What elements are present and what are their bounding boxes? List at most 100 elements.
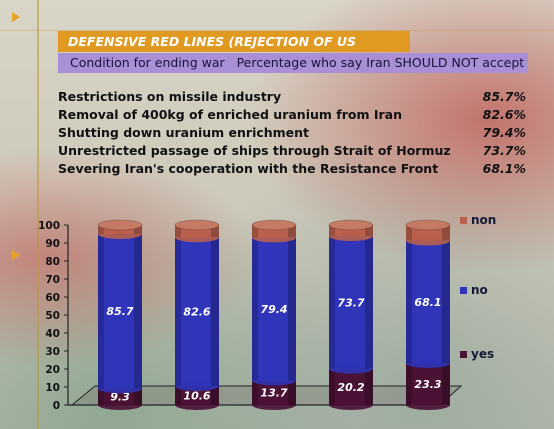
y-tick-label: 40 (45, 328, 60, 340)
bar-segment-base (98, 229, 142, 239)
bar-segment-base (406, 358, 450, 369)
bar-segment-base (406, 235, 450, 246)
bar-shade (406, 225, 412, 241)
condition-value: 85.7% (482, 89, 526, 104)
bar-top-cap (405, 219, 451, 231)
y-tick-label: 80 (45, 256, 60, 268)
bar-top-cap (328, 219, 374, 231)
bar-segment-base (98, 400, 142, 410)
legend-no: no (460, 283, 488, 297)
bar-shade (442, 240, 450, 364)
bar-shade (211, 385, 219, 405)
condition-value: 79.4% (482, 125, 526, 140)
y-tick-label: 30 (45, 346, 60, 358)
bar-shade (288, 380, 296, 405)
condition-value: 68.1% (482, 161, 526, 176)
condition-label: Unrestricted passage of ships through St… (58, 143, 451, 158)
condition-row: Severing Iran's cooperation with the Res… (58, 161, 538, 179)
bar-segment-base (252, 232, 296, 243)
bar-shade (406, 240, 412, 364)
bar-value-label: 79.4 (260, 303, 287, 316)
bar-shade (134, 234, 142, 389)
bar-shade (134, 225, 142, 234)
decorative-vertical-line (37, 0, 39, 429)
bar-shade (365, 235, 373, 369)
bar-shade (98, 234, 104, 389)
bar-shade (252, 380, 258, 405)
condition-row: Unrestricted passage of ships through St… (58, 143, 538, 161)
y-tick-label: 50 (45, 310, 60, 322)
bar-shade (288, 237, 296, 381)
y-tick-label: 60 (45, 292, 60, 304)
legend-swatch (460, 217, 467, 224)
legend-non: non (460, 213, 496, 227)
bar-shade (406, 363, 412, 405)
condition-row: Removal of 400kg of enriched uranium fro… (58, 107, 538, 125)
legend-yes: yes (460, 347, 494, 361)
bar-shade (329, 368, 335, 405)
bar-shade (442, 225, 450, 241)
bar-shade (252, 225, 258, 238)
condition-value: 82.6% (482, 107, 526, 122)
y-tick-label: 90 (45, 238, 60, 250)
bar-shade (329, 225, 335, 236)
bar-top-cap (97, 219, 143, 231)
bar-shade (365, 225, 373, 236)
bar-segment-base (175, 380, 219, 391)
bar-segment-yes (406, 363, 450, 405)
legend-label: non (471, 213, 497, 227)
bar-shade (98, 225, 104, 234)
bar-value-label: 9.3 (110, 391, 130, 404)
condition-value: 73.7% (482, 143, 526, 158)
condition-label: Restrictions on missile industry (58, 89, 282, 104)
bar-segment-base (329, 400, 373, 410)
legend-swatch (460, 351, 467, 358)
bar-shade (175, 225, 181, 238)
bar-shade (365, 368, 373, 405)
bar-segment-base (406, 400, 450, 410)
bar-shade (252, 237, 258, 381)
y-tick-label: 100 (38, 220, 60, 232)
condition-label: Severing Iran's cooperation with the Res… (58, 161, 439, 176)
bar-shade (134, 388, 142, 405)
bar-segment-base (175, 232, 219, 243)
bar-value-label: 10.6 (183, 389, 210, 402)
arrow-marker-icon (12, 12, 20, 22)
bar-shade (175, 385, 181, 405)
bar-segment-base (175, 400, 219, 410)
bar-top-cap (174, 219, 220, 231)
condition-label: Removal of 400kg of enriched uranium fro… (58, 107, 402, 122)
bar-shade (98, 388, 104, 405)
bar-segment-base (252, 375, 296, 386)
bar-shade (211, 225, 219, 238)
subtitle-condition: Condition for ending war (70, 55, 225, 70)
bar-segment-base (329, 363, 373, 374)
bar-value-label: 20.2 (337, 381, 364, 394)
bar-segment-base (98, 383, 142, 394)
bar-shade (175, 237, 181, 386)
bar-segment-no (406, 240, 450, 364)
bar-shade (329, 235, 335, 369)
bar-segment-no (98, 234, 142, 389)
bar-segment-yes (175, 385, 219, 405)
decorative-horizontal-line (0, 30, 554, 31)
bar-shade (211, 237, 219, 386)
bar-value-label: 73.7 (337, 296, 364, 309)
bar-value-label: 82.6 (183, 306, 210, 319)
bar-top-cap (251, 219, 297, 231)
subtitle-bar: Condition for ending war Percentage who … (58, 53, 528, 73)
bar-shade (288, 225, 296, 238)
bar-value-label: 68.1 (414, 296, 441, 309)
bar-segment-non (329, 225, 373, 236)
bar-shade (442, 363, 450, 405)
bar-segment-no (175, 237, 219, 386)
y-tick-label: 70 (45, 274, 60, 286)
bar-segment-no (329, 235, 373, 369)
bar-segment-base (329, 230, 373, 241)
condition-row: Shutting down uranium enrichment 79.4% (58, 125, 538, 143)
condition-row: Restrictions on missile industry 85.7% (58, 89, 538, 107)
condition-label: Shutting down uranium enrichment (58, 125, 310, 140)
y-tick-label: 0 (53, 400, 60, 412)
bar-segment-yes (329, 368, 373, 405)
bar-value-label: 13.7 (260, 387, 287, 400)
